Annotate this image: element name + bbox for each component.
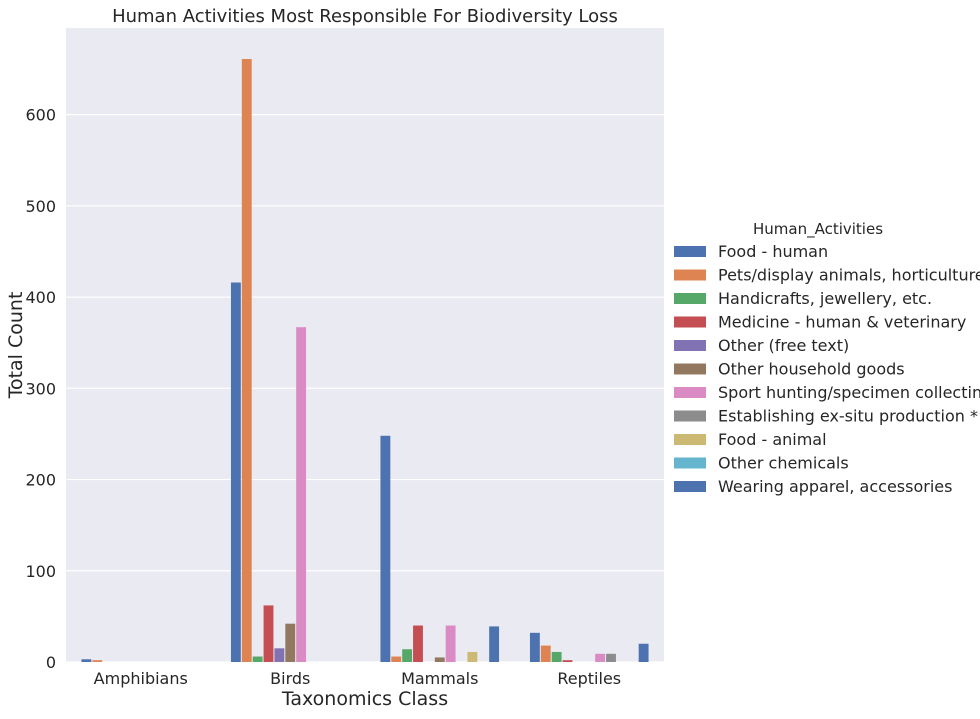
bar: [489, 626, 500, 662]
legend-title: Human_Activities: [753, 220, 883, 239]
legend-swatch: [674, 293, 706, 304]
y-tick-label: 500: [25, 197, 56, 216]
chart-title: Human Activities Most Responsible For Bi…: [112, 6, 618, 27]
legend-entry-label: Food - animal: [718, 430, 827, 449]
x-tick-label: Birds: [270, 669, 310, 688]
legend-swatch: [674, 410, 706, 422]
bar: [413, 625, 423, 662]
bar: [467, 651, 478, 662]
bar: [391, 656, 402, 662]
bar: [529, 632, 540, 662]
legend-swatch: [674, 340, 706, 351]
legend-entry-label: Establishing ex-situ production *: [718, 407, 978, 426]
y-tick-label: 200: [25, 471, 56, 490]
bar: [380, 435, 391, 662]
legend-swatch: [674, 434, 706, 445]
bar: [81, 659, 92, 662]
legend-swatch: [674, 363, 706, 375]
legend-entry-label: Handicrafts, jewellery, etc.: [718, 289, 932, 308]
y-tick-label: 300: [25, 379, 56, 398]
legend-swatch: [674, 481, 706, 492]
legend-entry-label: Medicine - human & veterinary: [718, 313, 966, 332]
y-tick-label: 0: [46, 653, 56, 672]
gridlines: [66, 114, 664, 663]
bars: [81, 59, 649, 663]
bar: [638, 643, 649, 662]
bar: [606, 653, 616, 662]
legend-entry-label: Sport hunting/specimen collecting: [718, 383, 980, 402]
bar: [296, 327, 307, 662]
bar: [241, 59, 252, 663]
legend-entry-label: Wearing apparel, accessories: [718, 477, 952, 496]
bar: [402, 649, 413, 662]
legend-swatch: [674, 457, 706, 469]
legend-swatch: [674, 387, 706, 398]
y-axis-ticks: 0 100 200 300 400 500 600: [25, 106, 56, 672]
bar: [540, 645, 551, 662]
legend-entry-label: Pets/display animals, horticulture: [718, 266, 980, 285]
bar: [562, 660, 573, 662]
x-axis-ticks: Amphibians Birds Mammals Reptiles: [94, 669, 621, 688]
bar: [285, 623, 296, 662]
bar: [274, 648, 285, 662]
legend-swatch: [674, 316, 706, 328]
bar: [263, 605, 274, 662]
plot-area: [66, 28, 664, 662]
legend-entry-label: Other (free text): [718, 336, 849, 355]
bar: [230, 282, 241, 662]
bar: [595, 653, 606, 662]
bar: [252, 656, 263, 662]
x-tick-label: Amphibians: [94, 669, 188, 688]
y-tick-label: 400: [25, 288, 56, 307]
bar: [92, 660, 103, 662]
x-tick-label: Reptiles: [557, 669, 621, 688]
bar: [551, 651, 562, 662]
x-axis-label: Taxonomics Class: [281, 688, 448, 710]
bar: [434, 657, 445, 662]
legend-swatch: [674, 246, 706, 257]
legend-entry-label: Other chemicals: [718, 454, 849, 473]
x-tick-label: Mammals: [401, 669, 478, 688]
y-axis-label: Total Count: [5, 292, 27, 400]
y-tick-label: 100: [25, 562, 56, 581]
y-tick-label: 600: [25, 106, 56, 125]
legend-entry-label: Food - human: [718, 242, 828, 261]
bar: [445, 625, 456, 662]
legend-entry-label: Other household goods: [718, 360, 905, 379]
legend: Human_Activities Food - human Pets/displa…: [674, 220, 980, 496]
legend-swatch: [674, 269, 706, 281]
